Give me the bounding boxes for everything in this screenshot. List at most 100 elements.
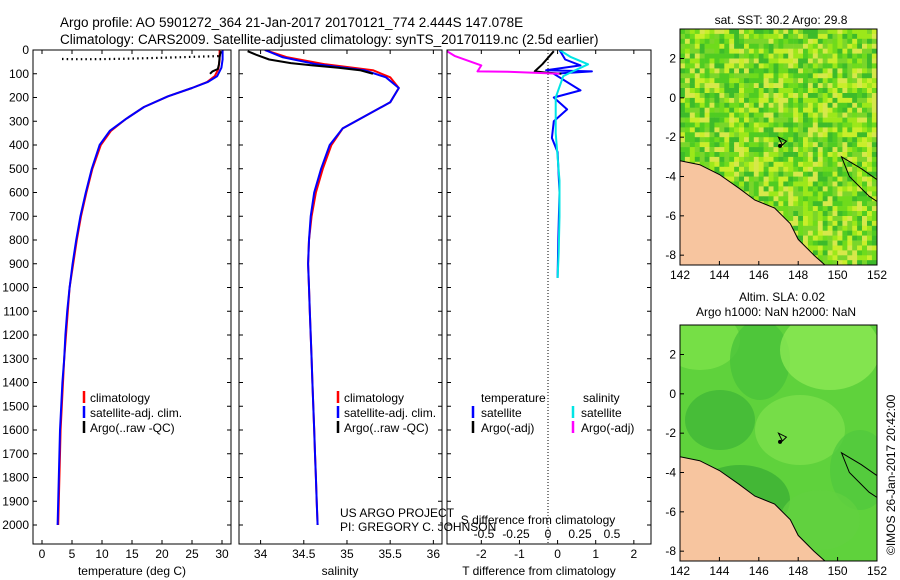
- sst-cell: [871, 83, 877, 89]
- sst-cell: [768, 156, 774, 163]
- sst-cell: [788, 152, 794, 158]
- sst-cell: [807, 166, 814, 173]
- sst-cell: [847, 117, 853, 123]
- sst-cell: [817, 181, 824, 187]
- sst-cell: [709, 29, 715, 35]
- sst-cell: [876, 166, 877, 173]
- sst-cell: [847, 88, 853, 94]
- sst-cell: [753, 83, 760, 89]
- sst-cell: [871, 176, 877, 182]
- sst-cell: [793, 68, 799, 74]
- sst-cell: [827, 171, 833, 177]
- sst-cell: [680, 132, 686, 138]
- sst-cell: [744, 68, 750, 74]
- sst-cell: [842, 260, 848, 265]
- sst-cell: [827, 147, 833, 153]
- sst-cell: [729, 117, 735, 123]
- sst-cell: [812, 230, 819, 236]
- sst-cell: [862, 33, 868, 40]
- sst-cell: [724, 117, 730, 123]
- sst-cell: [832, 191, 838, 197]
- sst-cell: [724, 107, 730, 113]
- sst-cell: [748, 53, 755, 59]
- sst-cell: [689, 147, 696, 153]
- sst-cell: [827, 107, 833, 113]
- sst-cell: [773, 93, 779, 99]
- sst-cell: [680, 48, 686, 54]
- sst-cell: [857, 166, 863, 173]
- sst-cell: [699, 38, 705, 45]
- sst-cell: [852, 102, 858, 109]
- sst-cell: [822, 240, 828, 246]
- sst-cell: [837, 211, 843, 217]
- sst-cell: [871, 68, 877, 74]
- sst-cell: [783, 201, 789, 207]
- sst-cell: [842, 58, 848, 64]
- sst-cell: [857, 97, 863, 104]
- sst-cell: [847, 186, 853, 192]
- sst-cell: [709, 43, 715, 50]
- sst-cell: [758, 112, 764, 118]
- x-tick-label: 34.5: [292, 547, 316, 561]
- sst-cell: [837, 161, 843, 168]
- sst-cell: [744, 161, 750, 168]
- sst-cell: [773, 29, 779, 35]
- sst-cell: [768, 48, 774, 54]
- sst-cell: [817, 156, 824, 163]
- sst-cell: [812, 132, 819, 138]
- sst-cell: [857, 112, 863, 118]
- sst-cell: [837, 225, 843, 232]
- sst-cell: [724, 102, 730, 109]
- sst-cell: [778, 147, 784, 153]
- sst-cell: [709, 73, 715, 79]
- series-line-argo-raw-qc: [209, 51, 222, 75]
- sst-cell: [719, 33, 725, 40]
- sst-cell: [832, 97, 838, 104]
- sst-cell: [753, 73, 760, 79]
- sst-cell: [680, 137, 686, 143]
- sst-cell: [783, 127, 789, 133]
- sst-cell: [744, 107, 750, 113]
- sst-cell: [699, 93, 705, 99]
- sst-cell: [788, 63, 794, 69]
- sst-cell: [847, 33, 853, 40]
- sst-cell: [837, 97, 843, 104]
- sst-cell: [807, 38, 814, 45]
- sst-cell: [832, 117, 838, 123]
- sst-cell: [704, 117, 710, 123]
- sst-cell: [680, 63, 686, 69]
- sst-cell: [793, 53, 799, 59]
- sla-anomaly-patch: [680, 325, 740, 370]
- sst-cell: [729, 112, 735, 118]
- sst-cell: [862, 152, 868, 158]
- sst-cell: [847, 73, 853, 79]
- sst-cell: [837, 107, 843, 113]
- sst-cell: [832, 112, 838, 118]
- sst-cell: [778, 166, 784, 173]
- sst-cell: [798, 107, 804, 113]
- sst-cell: [827, 63, 833, 69]
- sst-cell: [876, 63, 877, 69]
- sst-cell: [748, 58, 755, 64]
- sst-cell: [842, 43, 848, 50]
- sst-cell: [729, 161, 735, 168]
- sst-cell: [827, 235, 833, 241]
- sst-cell: [729, 73, 735, 79]
- sst-cell: [768, 107, 774, 113]
- sst-cell: [867, 93, 873, 99]
- sst-cell: [852, 132, 858, 138]
- sst-cell: [758, 58, 764, 64]
- sst-cell: [788, 216, 794, 222]
- sst-cell: [827, 220, 833, 227]
- sst-cell: [827, 191, 833, 197]
- sst-cell: [704, 33, 710, 40]
- sst-cell: [822, 97, 828, 104]
- sst-cell: [788, 191, 794, 197]
- sst-cell: [827, 250, 833, 256]
- series-line-satellite-adj-clim: [264, 50, 400, 526]
- sst-cell: [817, 235, 824, 241]
- sst-cell: [837, 137, 843, 143]
- sst-cell: [812, 73, 819, 79]
- sst-cell: [768, 201, 774, 207]
